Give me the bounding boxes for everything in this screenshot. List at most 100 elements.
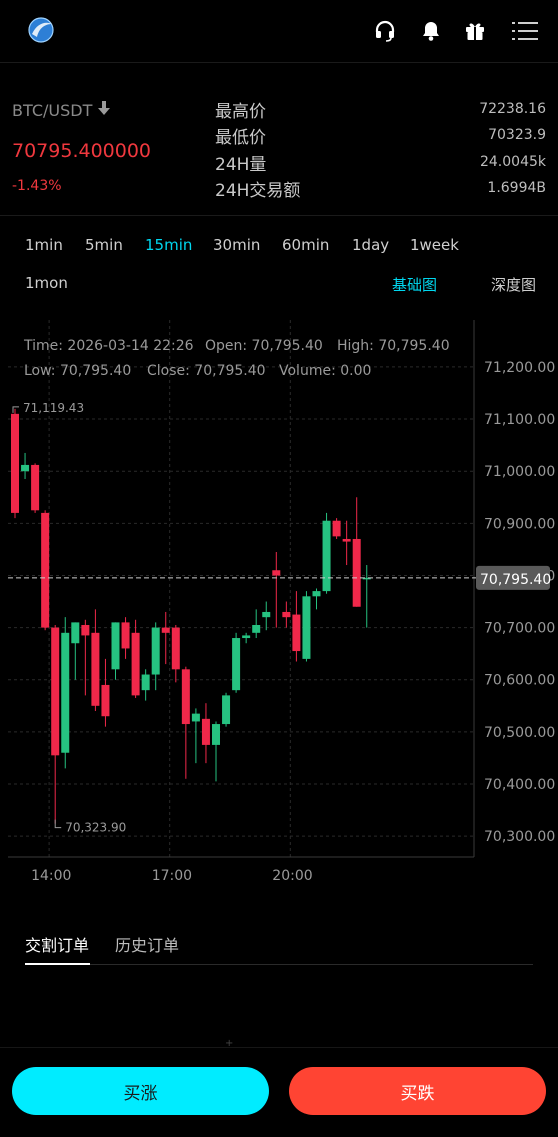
gift-icon[interactable]: [463, 19, 487, 43]
info-high: High: 70,795.40: [337, 338, 450, 354]
candle-body: [332, 520, 341, 537]
timeframe-5min[interactable]: 5min: [85, 236, 123, 254]
max-price-label: 71,119.43: [23, 401, 84, 415]
candle-body: [171, 627, 180, 670]
x-axis-tick-label: 20:00: [272, 868, 312, 884]
turnover-value: 1.6994B: [487, 180, 546, 196]
candle-body: [342, 538, 351, 542]
min-price-label: 70,323.90: [65, 821, 126, 835]
candle-body: [252, 624, 261, 633]
candle-body: [292, 614, 301, 652]
candle-body: [101, 684, 110, 717]
candle-body: [282, 611, 291, 618]
candle-body: [121, 622, 130, 649]
info-time: Time: 2026-03-14 22:26: [23, 338, 194, 354]
divider: [0, 215, 558, 216]
trading-pair[interactable]: BTC/USDT: [12, 100, 111, 120]
app-logo[interactable]: [28, 17, 54, 43]
timeframe-60min[interactable]: 60min: [282, 236, 330, 254]
menu-icon[interactable]: [512, 19, 538, 43]
timeframe-1day[interactable]: 1day: [352, 236, 390, 254]
last-price-badge: [476, 565, 550, 590]
volume-value: 24.0045k: [479, 154, 546, 170]
candle-body: [51, 627, 60, 756]
candle-body: [71, 622, 80, 644]
tab-depth-chart[interactable]: 深度图: [491, 276, 537, 294]
chart-canvas[interactable]: 71,200.0071,100.0071,000.0070,900.0070,8…: [0, 320, 558, 890]
candle-body: [31, 464, 40, 511]
info-low: Low: 70,795.40: [24, 363, 131, 379]
candle-body: [21, 464, 30, 472]
min-marker: [54, 819, 62, 829]
timeframe-1min[interactable]: 1min: [25, 236, 63, 254]
info-open: Open: 70,795.40: [205, 338, 323, 354]
y-axis-tick-label: 71,100.00: [484, 412, 555, 428]
y-axis-tick-label: 70,300.00: [484, 829, 555, 845]
turnover-label: 24H交易额: [215, 181, 301, 201]
y-axis-tick-label: 71,200.00: [484, 360, 555, 376]
candle-body: [322, 520, 331, 592]
top-bar: [0, 0, 558, 62]
trading-pair-label: BTC/USDT: [12, 100, 93, 120]
timeframe-30min[interactable]: 30min: [213, 236, 261, 254]
high-label: 最高价: [215, 102, 266, 122]
y-axis-tick-label: 70,900.00: [484, 516, 555, 532]
headset-icon[interactable]: [373, 19, 397, 43]
buy-down-button[interactable]: 买跌: [289, 1067, 546, 1115]
high-value: 72238.16: [479, 101, 546, 117]
volume-label: 24H量: [215, 155, 267, 175]
current-price: 70795.400000: [12, 140, 152, 162]
scroll-hint-icon: +: [225, 1038, 234, 1049]
candle-body: [61, 632, 70, 753]
arrow-down-icon: [98, 100, 111, 120]
tab-history-orders[interactable]: 历史订单: [115, 936, 180, 955]
candle-body: [242, 635, 251, 639]
candle-body: [222, 695, 231, 725]
active-tab-indicator: [25, 963, 90, 965]
info-volume: Volume: 0.00: [279, 363, 371, 379]
candle-body: [302, 596, 311, 659]
info-close: Close: 70,795.40: [147, 363, 266, 379]
candle-body: [272, 570, 281, 576]
y-axis-tick-label: 70,500.00: [484, 725, 555, 741]
candle-body: [151, 627, 160, 675]
candle-body: [141, 674, 150, 691]
timeframe-1week[interactable]: 1week: [410, 236, 459, 254]
candle-body: [212, 724, 220, 745]
x-axis-tick-label: 17:00: [152, 868, 192, 884]
candle-body: [111, 622, 120, 670]
timeframe-1mon[interactable]: 1mon: [25, 274, 68, 292]
candle-body: [81, 624, 90, 636]
bell-icon[interactable]: [419, 19, 443, 43]
tab-divider: [25, 964, 533, 965]
tab-basic-chart[interactable]: 基础图: [392, 276, 438, 294]
candle-body: [91, 632, 100, 706]
candle-body: [11, 413, 19, 513]
last-price-label: 70,795.40: [480, 572, 551, 588]
divider: [0, 62, 558, 63]
candle-body: [232, 638, 241, 691]
candle-body: [201, 718, 210, 745]
timeframe-15min[interactable]: 15min: [145, 236, 193, 254]
candle-body: [131, 632, 140, 696]
tab-delivery-orders[interactable]: 交割订单: [25, 936, 90, 955]
candle-body: [262, 611, 271, 618]
candle-body: [181, 669, 190, 725]
candle-body: [312, 591, 321, 597]
x-axis-tick-label: 14:00: [31, 868, 71, 884]
y-axis-tick-label: 71,000.00: [484, 464, 555, 480]
candle-body: [161, 627, 170, 633]
candle-body: [191, 713, 200, 722]
y-axis-tick-label: 70,400.00: [484, 777, 555, 793]
candlestick-chart[interactable]: 71,200.0071,100.0071,000.0070,900.0070,8…: [0, 320, 558, 890]
price-change: -1.43%: [12, 178, 62, 194]
y-axis-tick-label: 70,700.00: [484, 621, 555, 637]
y-axis-tick-label: 70,600.00: [484, 673, 555, 689]
divider: [0, 1047, 558, 1048]
candle-body: [41, 512, 50, 628]
low-value: 70323.9: [488, 127, 546, 143]
low-label: 最低价: [215, 128, 266, 148]
buy-up-button[interactable]: 买涨: [12, 1067, 269, 1115]
candle-body: [352, 538, 361, 607]
candle-body: [362, 577, 371, 580]
